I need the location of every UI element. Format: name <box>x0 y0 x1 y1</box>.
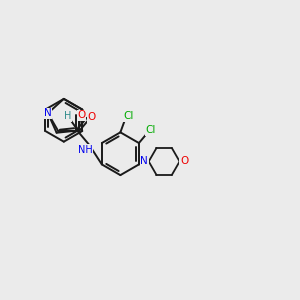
Text: N: N <box>140 156 148 166</box>
Text: O: O <box>88 112 96 122</box>
Text: Cl: Cl <box>146 125 156 135</box>
Text: O: O <box>78 110 86 120</box>
Text: Cl: Cl <box>123 111 134 121</box>
Text: H: H <box>64 111 71 122</box>
Text: O: O <box>180 156 188 166</box>
Text: N: N <box>44 108 52 118</box>
Text: NH: NH <box>78 145 93 155</box>
